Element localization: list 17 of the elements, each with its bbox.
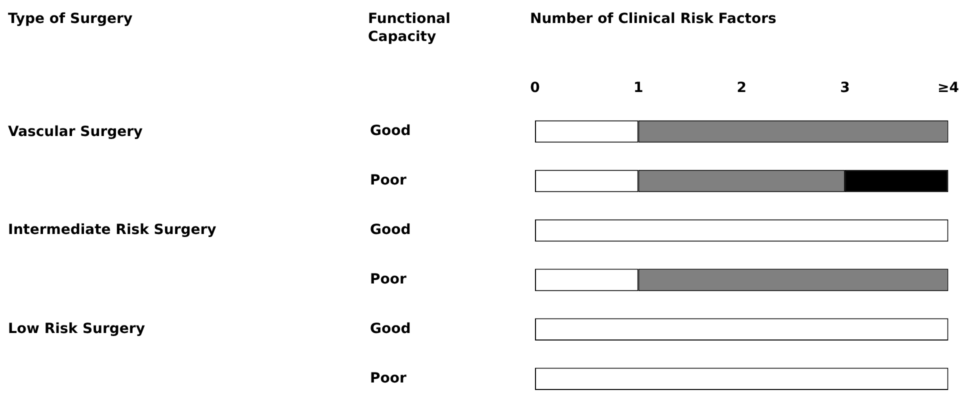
- y-tick-label: Poor: [370, 272, 406, 288]
- x-axis-title: Number of Clinical Risk Factors: [530, 10, 776, 28]
- y-tick-label: Good: [370, 321, 411, 338]
- y-tick-label: Poor: [370, 370, 406, 387]
- text: Vascular Surgery: [8, 122, 143, 141]
- y-axis-title: Functional Capacity: [368, 10, 452, 46]
- x2-tick-label: ≥4: [938, 80, 960, 96]
- text: Type of Surgery: [8, 10, 132, 28]
- y-tick-label: Good: [370, 123, 411, 140]
- x2-tick-label: 1: [633, 80, 644, 96]
- y-tick-label: Good: [370, 222, 411, 238]
- x2-tick-label: 2: [736, 80, 747, 96]
- text: Intermediate Risk Surgery: [8, 221, 216, 240]
- x2-tick-label: 0: [530, 80, 540, 96]
- y-tick-label: Poor: [370, 172, 406, 189]
- text: Low Risk Surgery: [8, 320, 145, 338]
- x2-tick-label: 3: [840, 80, 850, 96]
